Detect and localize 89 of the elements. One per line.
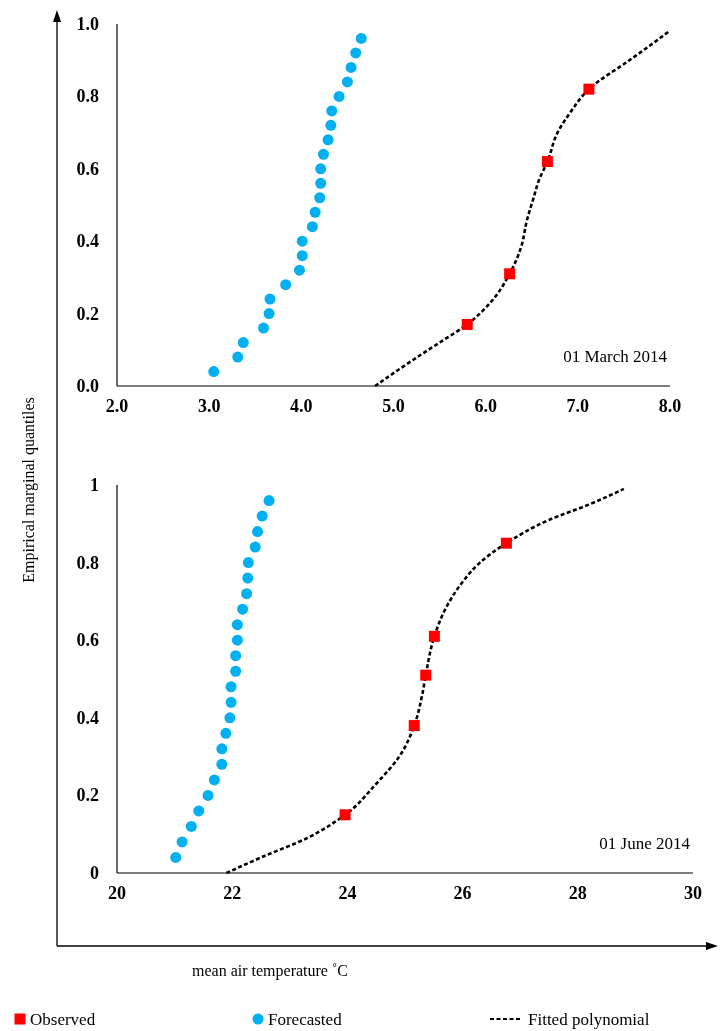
legend-label: Observed	[30, 1010, 96, 1029]
point	[264, 293, 276, 305]
point	[216, 743, 228, 755]
x-tick-label: 24	[338, 883, 357, 903]
point	[249, 541, 261, 553]
x-tick-label: 20	[108, 883, 126, 903]
point	[232, 351, 244, 363]
annotation: 01 June 2014	[599, 834, 691, 853]
point	[315, 177, 327, 189]
point	[170, 851, 182, 863]
point	[322, 134, 334, 146]
x-tick-label: 22	[223, 883, 242, 903]
point	[216, 758, 228, 770]
point	[231, 634, 243, 646]
annotation: 01 March 2014	[563, 347, 668, 366]
point	[241, 588, 253, 600]
point	[225, 696, 237, 708]
y-tick-label: 0.2	[76, 303, 99, 324]
y-tick-label: 0.6	[76, 630, 99, 651]
point	[252, 526, 264, 538]
y-tick-label: 0.2	[76, 785, 99, 806]
x-tick-label: 5.0	[382, 396, 405, 416]
point	[339, 809, 351, 821]
point	[315, 163, 327, 175]
x-tick-label: 6.0	[474, 396, 497, 416]
point	[256, 510, 268, 522]
x-tick-label: 8.0	[658, 396, 682, 416]
y-tick-label: 0.6	[76, 158, 99, 179]
point	[220, 727, 232, 739]
point	[583, 83, 595, 95]
point	[202, 789, 214, 801]
point	[296, 235, 308, 247]
point	[293, 264, 305, 276]
point	[296, 250, 308, 262]
point	[461, 318, 473, 330]
point	[350, 47, 362, 59]
point	[224, 712, 236, 724]
point	[230, 650, 242, 662]
y-tick-label: 0.4	[76, 707, 99, 728]
point	[258, 322, 270, 334]
point	[263, 308, 275, 320]
point	[237, 337, 249, 349]
point	[420, 669, 432, 681]
point	[176, 836, 188, 848]
x-tick-label: 30	[684, 883, 702, 903]
point	[242, 557, 254, 569]
point	[500, 537, 512, 549]
legend-label: Fitted polynomial	[528, 1010, 650, 1029]
x-axis-title: mean air temperature ˚C	[192, 962, 348, 980]
y-tick-label: 0.8	[76, 86, 99, 107]
point	[504, 268, 516, 280]
point	[345, 61, 357, 73]
point	[193, 805, 205, 817]
point	[208, 366, 220, 378]
point	[341, 76, 353, 88]
point	[326, 105, 338, 117]
point	[230, 665, 242, 677]
x-tick-label: 3.0	[197, 396, 221, 416]
x-tick-label: 26	[453, 883, 472, 903]
y-tick-label: 0.0	[76, 376, 99, 396]
point	[333, 90, 345, 102]
x-tick-label: 7.0	[566, 396, 590, 416]
legend-label: Forecasted	[268, 1010, 343, 1029]
point	[185, 820, 197, 832]
y-tick-label: 0.8	[76, 552, 99, 573]
point	[541, 156, 553, 168]
point	[309, 206, 321, 218]
point	[225, 681, 237, 693]
point	[408, 720, 420, 732]
point	[263, 495, 275, 507]
point	[306, 221, 318, 233]
point	[237, 603, 249, 615]
y-tick-label: 0.4	[76, 231, 99, 252]
y-tick-label: 1	[90, 475, 99, 495]
point	[355, 32, 367, 44]
point	[317, 148, 329, 160]
point	[231, 619, 243, 631]
point	[428, 630, 440, 642]
y-axis-title: Empirical marginal quantiles	[20, 397, 38, 583]
y-tick-label: 1.0	[76, 14, 99, 34]
point	[314, 192, 326, 204]
point	[280, 279, 292, 291]
x-tick-label: 28	[568, 883, 587, 903]
y-tick-label: 0	[90, 863, 99, 883]
point	[242, 572, 254, 584]
point	[208, 774, 220, 786]
x-tick-label: 2.0	[105, 396, 129, 416]
point	[325, 119, 337, 131]
x-tick-label: 4.0	[290, 396, 313, 416]
